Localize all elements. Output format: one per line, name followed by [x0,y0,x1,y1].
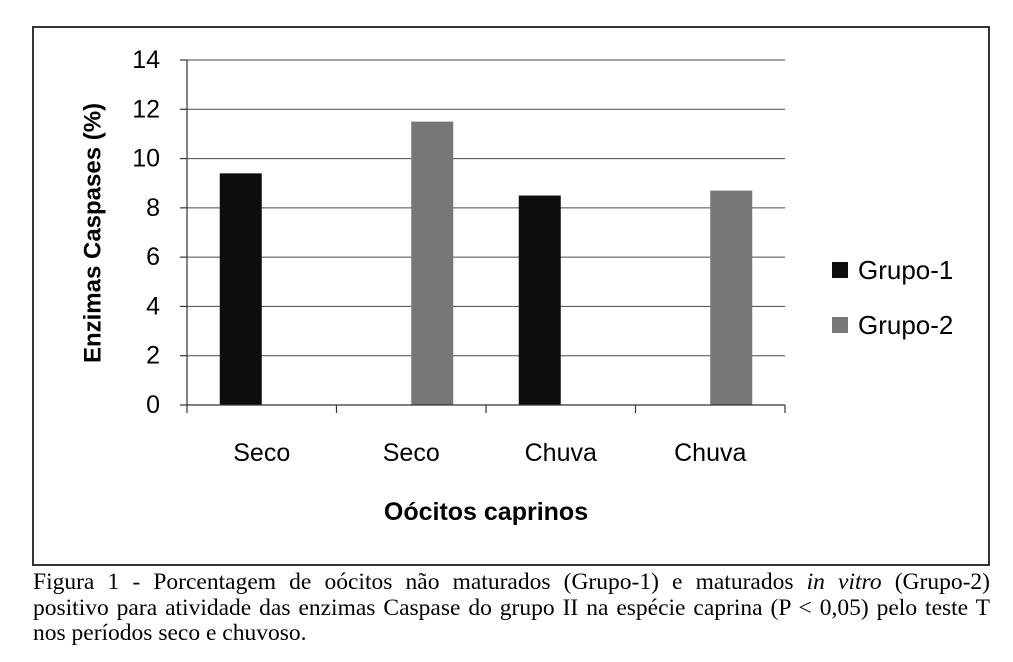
y-tick-label-0: 0 [146,391,160,419]
figure-caption: Figura 1 - Porcentagem de oócitos não ma… [33,569,990,647]
x-tick-label-2: Seco [383,439,440,467]
x-tick-label-3: Chuva [525,439,597,467]
x-axis-title: Oócitos caprinos [384,498,588,526]
tick-labels: 0 2 4 6 8 10 12 14 Seco Seco Chuva Chuva [132,46,746,467]
gridlines [187,59,785,357]
caption-line-3: nos períodos seco e chuvoso. [33,620,307,646]
bar-grupo-1-1 [219,173,262,405]
figure-frame: 0 2 4 6 8 10 12 14 Seco Seco Chuva Chuva Enzimas Ca… [32,26,990,566]
x-tick-label-1: Seco [233,439,290,467]
y-tick-label-2: 2 [146,342,160,370]
caption-line-1-end: (Grupo-2) [894,569,990,595]
bar-chart: 0 2 4 6 8 10 12 14 Seco Seco Chuva Chuva Enzimas Ca… [80,46,954,526]
caption-line-2: positivo para atividade das enzimas Casp… [33,594,990,621]
y-tick-label-10: 10 [132,145,160,173]
caption-line-1: Figura 1 - Porcentagem de oócitos não ma… [33,569,990,596]
legend: Grupo-1 Grupo-2 [832,255,953,340]
axes [180,59,786,413]
y-tick-label-8: 8 [146,194,160,222]
y-tick-label-6: 6 [146,243,160,271]
y-tick-label-14: 14 [132,46,160,74]
legend-swatch-grupo-2 [832,317,848,333]
legend-label-grupo-1: Grupo-1 [858,255,953,285]
caption-italic-term: in vitro [806,569,882,595]
bar-grupo-1-3 [518,195,561,405]
bar-grupo-2-4 [710,190,753,405]
y-tick-label-4: 4 [146,292,160,320]
caption-line-1-start: Figura 1 - Porcentagem de oócitos não ma… [33,569,794,595]
bar-grupo-2-2 [411,121,454,405]
y-axis-title: Enzimas Caspases (%) [80,103,107,363]
bars [219,121,753,405]
legend-swatch-grupo-1 [832,262,848,278]
legend-label-grupo-2: Grupo-2 [858,310,953,340]
x-tick-label-4: Chuva [674,439,746,467]
y-tick-label-12: 12 [132,95,160,123]
